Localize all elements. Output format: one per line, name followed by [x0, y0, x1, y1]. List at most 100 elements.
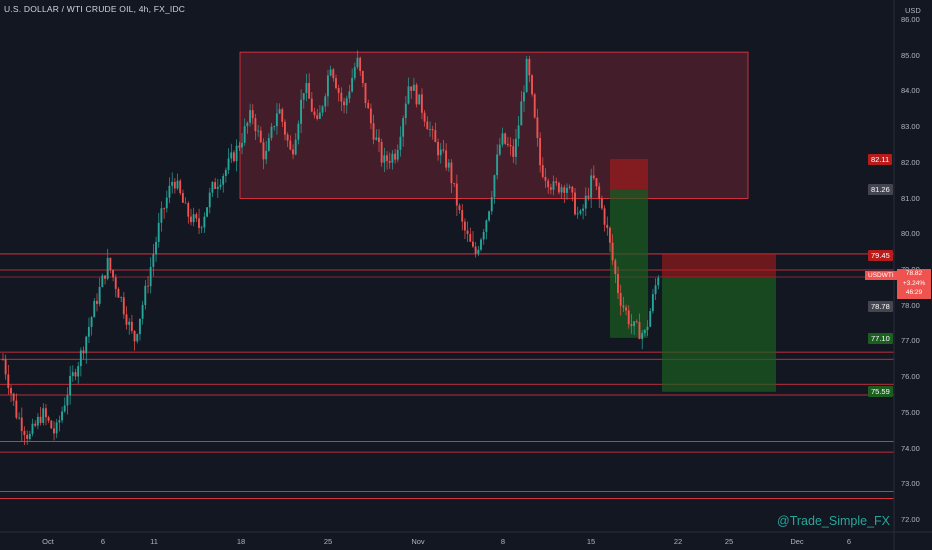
position-risk-box	[662, 253, 776, 278]
candle-body	[286, 134, 289, 141]
candle-body	[343, 101, 345, 106]
candle-body	[606, 224, 609, 228]
candle-body	[544, 176, 547, 181]
candle-body	[512, 146, 515, 157]
candle-body	[348, 91, 351, 99]
candle-body	[69, 375, 72, 396]
position-reward-box	[662, 277, 776, 392]
candle-body	[79, 350, 82, 367]
candle-body	[15, 400, 18, 418]
candle-body	[329, 69, 332, 76]
candle-body	[453, 183, 456, 184]
date-tick-label: 22	[673, 537, 683, 546]
candle-body	[439, 149, 442, 156]
candle-body	[216, 186, 219, 189]
candle-body	[117, 288, 120, 298]
candle-body	[415, 84, 418, 105]
candle-body	[138, 318, 141, 335]
price-tick-label: 72.00	[901, 515, 920, 524]
candle-body	[571, 186, 574, 193]
price-tick-label: 84.00	[901, 86, 920, 96]
candle-body	[423, 112, 426, 122]
candle-body	[641, 333, 644, 339]
candle-body	[179, 180, 182, 194]
target1-label: 77.10	[868, 333, 893, 344]
candle-body	[386, 155, 388, 161]
candle-body	[340, 92, 343, 102]
candle-body	[36, 416, 39, 426]
candle-body	[361, 71, 364, 84]
candle-body	[525, 58, 528, 93]
candle-body	[383, 155, 386, 163]
candle-body	[466, 230, 469, 235]
candle-body	[410, 86, 413, 91]
candle-body	[2, 359, 4, 361]
candle-body	[87, 326, 90, 337]
candle-body	[195, 214, 198, 219]
candle-body	[28, 433, 31, 439]
candle-body	[163, 208, 166, 210]
candle-body	[267, 138, 270, 151]
candle-body	[592, 175, 595, 179]
candle-body	[273, 126, 276, 127]
candle-body	[472, 241, 474, 247]
date-tick-label: 25	[323, 537, 333, 546]
date-tick-label: 25	[724, 537, 734, 546]
candle-body	[214, 182, 217, 189]
candle-body	[254, 118, 257, 132]
candle-body	[426, 121, 429, 130]
candle-body	[66, 395, 69, 406]
candle-body	[351, 77, 354, 92]
bar-countdown: 46:29	[905, 289, 923, 296]
candle-body	[125, 314, 128, 325]
candle-body	[20, 417, 23, 431]
date-tick-label: 8	[500, 537, 506, 546]
date-tick-label: Dec	[790, 537, 804, 546]
candle-body	[61, 411, 63, 421]
price-tick-label: 82.00	[901, 157, 920, 167]
candle-body	[232, 152, 235, 162]
candle-body	[509, 145, 512, 147]
candle-body	[394, 153, 396, 160]
candle-body	[141, 304, 144, 319]
price-tick-label: 74.00	[901, 443, 920, 453]
candle-body	[364, 83, 367, 104]
candle-body	[74, 372, 77, 377]
candle-body	[402, 118, 405, 137]
candle-body	[77, 366, 80, 377]
candle-body	[101, 275, 104, 287]
candle-body	[337, 88, 340, 93]
candle-body	[654, 285, 657, 295]
candle-body	[98, 286, 101, 304]
candle-body	[335, 78, 337, 89]
candlestick-series	[2, 50, 660, 446]
price-tick-label: 83.00	[901, 122, 920, 132]
price-tick-label: 85.00	[901, 50, 920, 60]
candle-body	[646, 326, 649, 330]
candle-body	[625, 307, 627, 311]
candle-body	[469, 234, 472, 242]
candle-body	[431, 129, 434, 131]
candle-body	[396, 149, 399, 160]
candle-body	[412, 84, 415, 91]
candle-body	[563, 187, 566, 193]
candle-body	[536, 117, 539, 138]
candle-body	[44, 408, 47, 418]
candle-body	[171, 181, 174, 186]
candle-body	[316, 115, 319, 119]
candle-body	[630, 324, 633, 327]
candle-body	[192, 214, 195, 223]
candle-body	[541, 165, 544, 177]
date-tick-label: Oct	[42, 537, 54, 546]
candle-body	[590, 175, 593, 198]
candle-body	[31, 423, 34, 434]
candle-body	[10, 388, 12, 394]
candle-body	[302, 93, 305, 100]
candle-body	[133, 330, 136, 342]
date-tick-label: 15	[586, 537, 596, 546]
current-price: 78.82	[905, 270, 923, 277]
price-tick-label: 77.00	[901, 336, 920, 346]
candle-body	[356, 57, 359, 68]
candle-body	[206, 207, 208, 217]
